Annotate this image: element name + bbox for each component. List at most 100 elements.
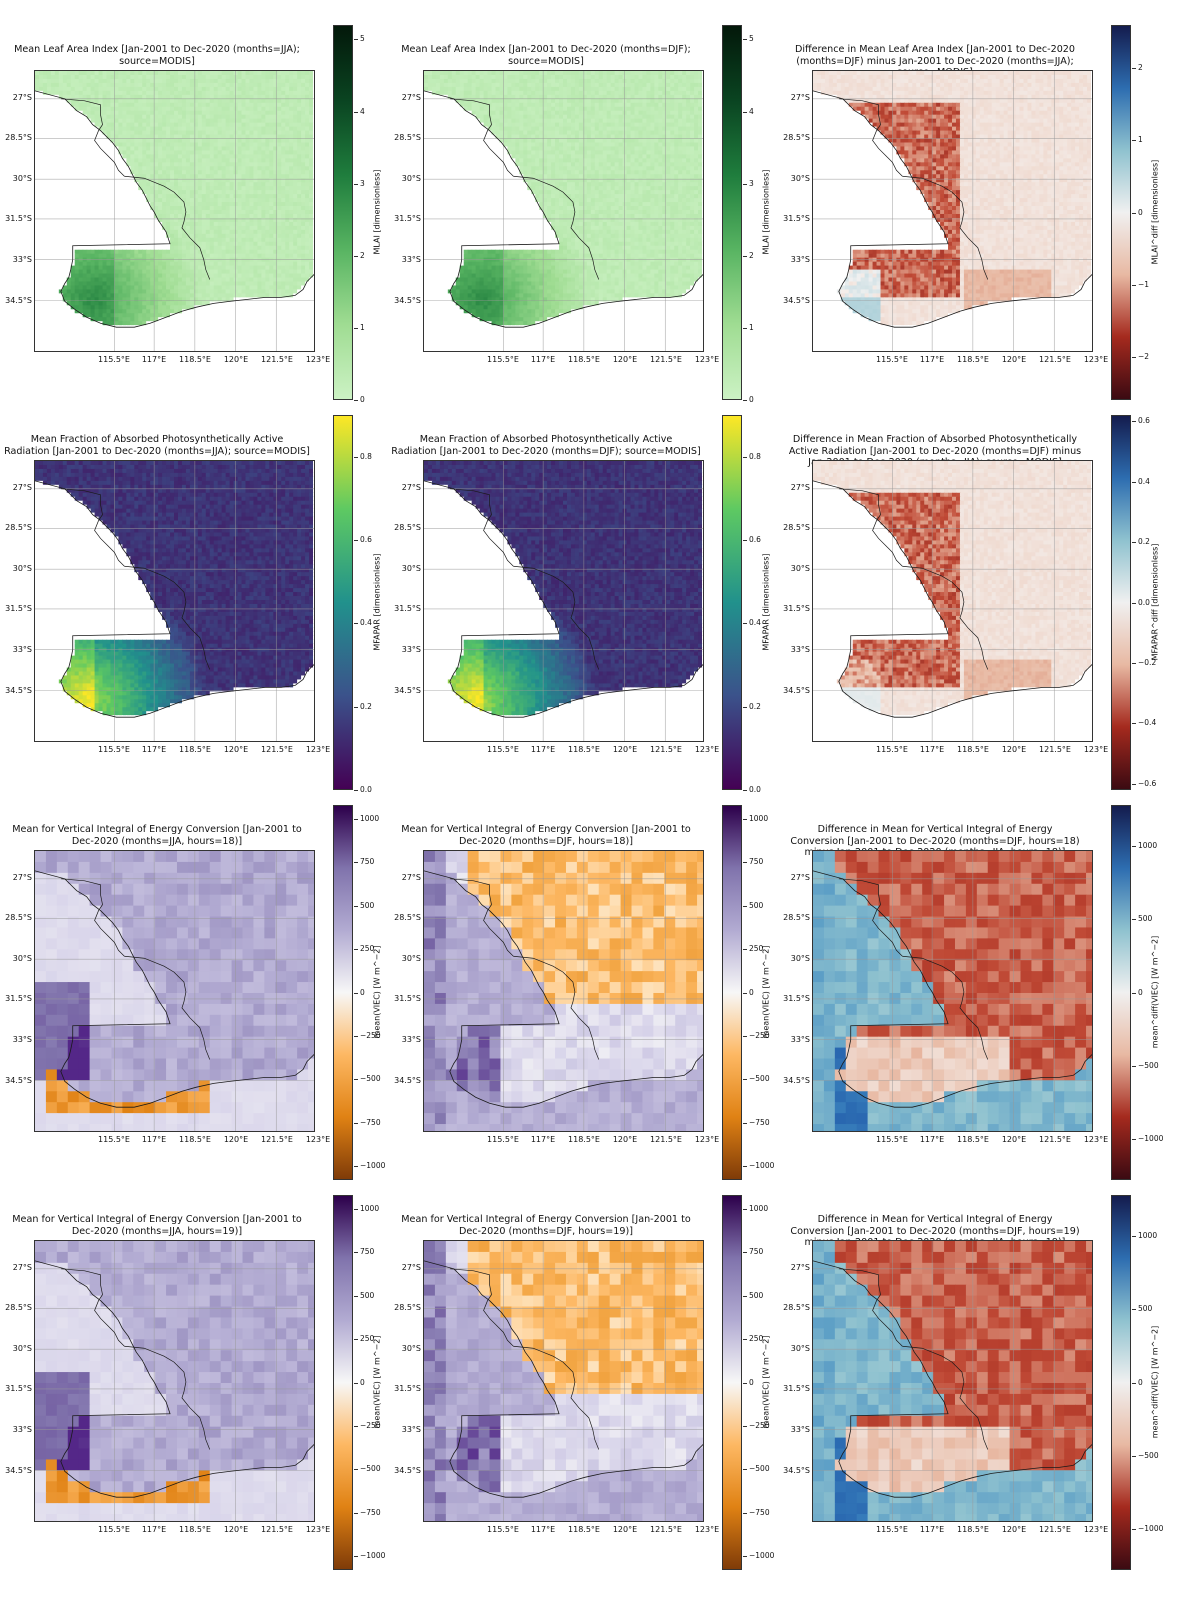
colorbar-tick-mark [1132,542,1136,544]
lat-tick-label: 34.5°S [391,1466,421,1475]
map-panel-fapar-djf: Mean Fraction of Absorbed Photosynthetic… [389,390,789,794]
raster-layer [424,71,703,351]
colorbar-tick-mark [743,327,747,329]
lat-tick-label: 28.5°S [391,133,421,142]
colorbar-tick-label: 3 [749,179,754,188]
map-svg [424,1241,703,1521]
lat-tick-label: 34.5°S [780,1466,810,1475]
lon-tick-label: 117°E [518,355,568,364]
colorbar-tick-mark [354,1295,358,1297]
colorbar-tick-label: 750 [749,1247,763,1256]
lat-tick-label: 27°S [2,483,32,492]
colorbar-tick-label: 1000 [360,814,379,823]
colorbar-tick-label: 500 [360,901,374,910]
colorbar-tick-mark [1132,783,1136,785]
state-boundary [449,488,514,567]
coastline [35,870,314,1108]
colorbar-tick-mark [1132,212,1136,214]
lon-tick-label: 123°E [682,355,732,364]
map-area [812,1240,1093,1522]
state-boundary [449,98,514,177]
map-panel-viec19-djf: Mean for Vertical Integral of Energy Con… [389,1170,789,1571]
colorbar-tick-mark [1132,140,1136,142]
colorbar-tick-mark [1132,1236,1136,1238]
lon-tick-label: 121.5°E [252,1525,302,1534]
colorbar-tick-mark [743,905,747,907]
lon-tick-label: 120°E [211,355,261,364]
map-area [423,1240,704,1522]
colorbar-tick-mark [354,183,358,185]
colorbar [333,415,353,790]
colorbar-tick-label: 0 [749,988,754,997]
colorbar-tick-mark [354,39,358,41]
colorbar [1111,1195,1131,1570]
colorbar-tick-mark [743,818,747,820]
colorbar-tick-label: 2 [1138,63,1143,72]
lon-tick-label: 115.5°E [478,745,528,754]
colorbar-tick-mark [354,1382,358,1384]
colorbar-tick-mark [1132,68,1136,70]
colorbar-tick-mark [354,862,358,864]
raster-layer [424,851,703,1131]
lat-tick-label: 27°S [391,93,421,102]
map-panel-fapar-diff: Difference in Mean Fraction of Absorbed … [778,390,1178,791]
coastline [424,1260,703,1498]
colorbar-tick-label: 0.2 [1138,537,1150,546]
colorbar-tick-mark [743,1469,747,1471]
colorbar-tick-label: −750 [749,1118,770,1127]
colorbar-tick-mark [743,949,747,951]
colorbar-tick-mark [743,1252,747,1254]
map-panel-lai-djf: Mean Leaf Area Index [Jan-2001 to Dec-20… [389,0,789,404]
state-boundary [124,955,211,1060]
colorbar-tick-label: 500 [749,1291,763,1300]
colorbar-tick-mark [743,111,747,113]
colorbar-tick-label: 5 [749,34,754,43]
colorbar-tick-mark [743,1295,747,1297]
colorbar-tick-label: 500 [1138,1304,1152,1313]
lat-tick-label: 31.5°S [780,994,810,1003]
lat-tick-label: 31.5°S [2,604,32,613]
lat-tick-label: 30°S [780,174,810,183]
colorbar [1111,805,1131,1180]
lat-tick-label: 28.5°S [391,913,421,922]
lon-tick-label: 118.5°E [559,1525,609,1534]
lon-tick-label: 118.5°E [948,1525,998,1534]
lat-tick-label: 34.5°S [780,686,810,695]
state-boundary [513,175,600,280]
lon-tick-label: 117°E [907,1135,957,1144]
lon-tick-label: 121.5°E [641,1525,691,1534]
lon-tick-label: 120°E [989,355,1039,364]
colorbar-tick-label: 0 [749,1378,754,1387]
colorbar-label: mean^diff(VIEC) [W m^−2] [1151,1292,1160,1472]
map-svg [813,1241,1092,1521]
raster-layer [813,851,1092,1131]
raster-layer [35,1241,314,1521]
colorbar-tick-mark [1132,284,1136,286]
colorbar-tick-mark [1132,481,1136,483]
colorbar-tick-label: 0 [1138,208,1143,217]
lat-tick-label: 31.5°S [2,994,32,1003]
colorbar-tick-mark [354,1208,358,1210]
map-area [34,70,315,352]
lon-tick-label: 115.5°E [867,1135,917,1144]
colorbar-tick-label: 0.4 [749,618,761,627]
panel-title: Mean for Vertical Integral of Energy Con… [379,824,713,847]
lon-tick-label: 120°E [600,745,650,754]
lon-tick-label: 115.5°E [478,355,528,364]
lat-tick-label: 33°S [391,1035,421,1044]
colorbar-tick-label: −1000 [749,1161,774,1170]
lon-tick-label: 120°E [600,355,650,364]
map-svg [424,71,703,351]
colorbar-tick-mark [354,1339,358,1341]
lat-tick-label: 27°S [780,483,810,492]
colorbar [722,415,742,790]
lat-tick-label: 28.5°S [2,913,32,922]
colorbar-tick-label: 0 [1138,988,1143,997]
panel-title: Mean Leaf Area Index [Jan-2001 to Dec-20… [379,44,713,67]
state-boundary [902,565,989,670]
lat-tick-label: 27°S [391,1263,421,1272]
lat-tick-label: 34.5°S [2,1466,32,1475]
colorbar-tick-label: 0.6 [1138,416,1150,425]
lat-tick-label: 27°S [780,873,810,882]
colorbar-tick-label: −500 [360,1464,381,1473]
